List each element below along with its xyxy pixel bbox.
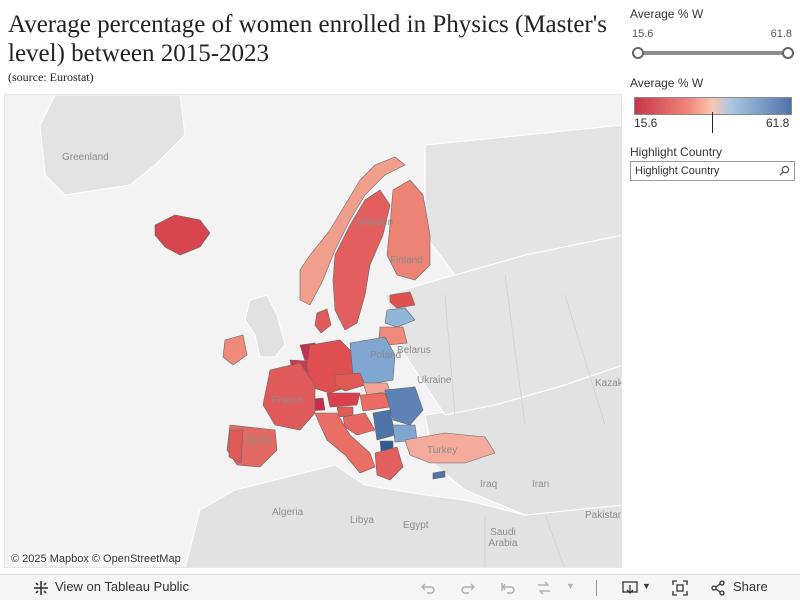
view-on-tableau-public-link[interactable]: View on Tableau Public [55,579,189,594]
filter-range-labels: 15.6 61.8 [632,28,792,40]
filter-min-value: 15.6 [632,28,654,40]
map-label-greenland: Greenland [62,152,109,163]
country-czechia [334,372,366,392]
country-france [262,362,316,431]
country-latvia [384,307,416,328]
tableau-logo-icon[interactable] [33,580,49,596]
download-dropdown-caret-icon[interactable]: ▼ [642,581,651,591]
redo-icon[interactable] [460,580,476,596]
map-label-turkey: Turkey [427,445,458,456]
north-africa-landmass [184,464,621,567]
map-label-algeria: Algeria [272,507,304,518]
map-label-kazakh: Kazakh [595,378,621,389]
range-slider-max-handle[interactable] [782,47,794,59]
refresh-icon[interactable] [536,580,552,596]
map-label-finland: Finland [390,255,423,266]
map-label-ukraine: Ukraine [417,375,452,386]
map-label-egypt: Egypt [403,520,429,531]
map-label-poland: Poland [370,350,402,361]
map-label-iraq: Iraq [480,479,498,490]
country-austria [326,392,361,408]
search-icon[interactable] [779,165,790,176]
refresh-dropdown-caret-icon[interactable]: ▼ [566,581,575,591]
map-label-saudi-arabia: Saudi Arabia [488,527,518,549]
country-denmark [314,308,332,334]
country-italy [314,412,376,474]
country-cyprus [432,470,446,480]
country-norway [299,156,406,306]
highlight-country-search[interactable]: Highlight Country [630,161,795,181]
highlight-title: Highlight Country [630,145,723,159]
map-label-iran: Iran [532,479,550,490]
country-ireland [222,334,248,366]
page-title: Average percentage of women enrolled in … [8,11,607,67]
legend-midpoint-marker [712,112,713,133]
legend-max-value: 61.8 [766,116,790,130]
country-iceland [154,214,211,256]
choropleth-map[interactable]: Greenland Sweden Finland Belarus Poland … [4,94,622,568]
map-attribution[interactable]: © 2025 Mapbox © OpenStreetMap [9,553,183,565]
color-legend-gradient [634,97,792,115]
map-canvas[interactable] [5,95,622,568]
map-label-belarus: Belarus [397,345,431,356]
map-label-pakistan: Pakistan [585,510,622,521]
share-icon[interactable] [710,580,726,596]
country-hungary [359,392,391,412]
border-lines [444,274,606,567]
legend-title: Average % W [630,76,704,90]
greenland-landmass [39,95,186,196]
map-label-libya: Libya [350,515,374,526]
filter-max-value: 61.8 [770,28,792,40]
undo-icon[interactable] [420,580,436,596]
filter-title: Average % W [630,7,704,21]
share-button[interactable]: Share [733,579,768,594]
range-slider-track[interactable] [638,51,790,55]
map-label-sweden: Sweden [357,217,394,228]
country-turkey [404,432,496,464]
country-greece [374,446,404,481]
map-label-france: France [272,395,304,406]
map-label-spain: Spain [245,435,271,446]
country-croatia [342,412,376,436]
uk-landmass [244,294,286,358]
revert-icon[interactable] [500,580,516,596]
range-slider-min-handle[interactable] [632,47,644,59]
fullscreen-icon[interactable] [672,580,688,596]
country-sweden [332,189,391,331]
legend-min-value: 15.6 [634,116,658,130]
highlight-search-placeholder: Highlight Country [635,165,720,177]
source-note: (source: Eurostat) [8,70,94,84]
bottom-toolbar: View on Tableau Public ▼ ▼ Share [0,574,800,600]
country-finland [386,179,431,281]
country-romania [384,386,424,426]
country-estonia [389,291,416,309]
toolbar-divider [596,580,597,596]
country-portugal [228,429,244,464]
download-icon[interactable] [622,580,640,596]
